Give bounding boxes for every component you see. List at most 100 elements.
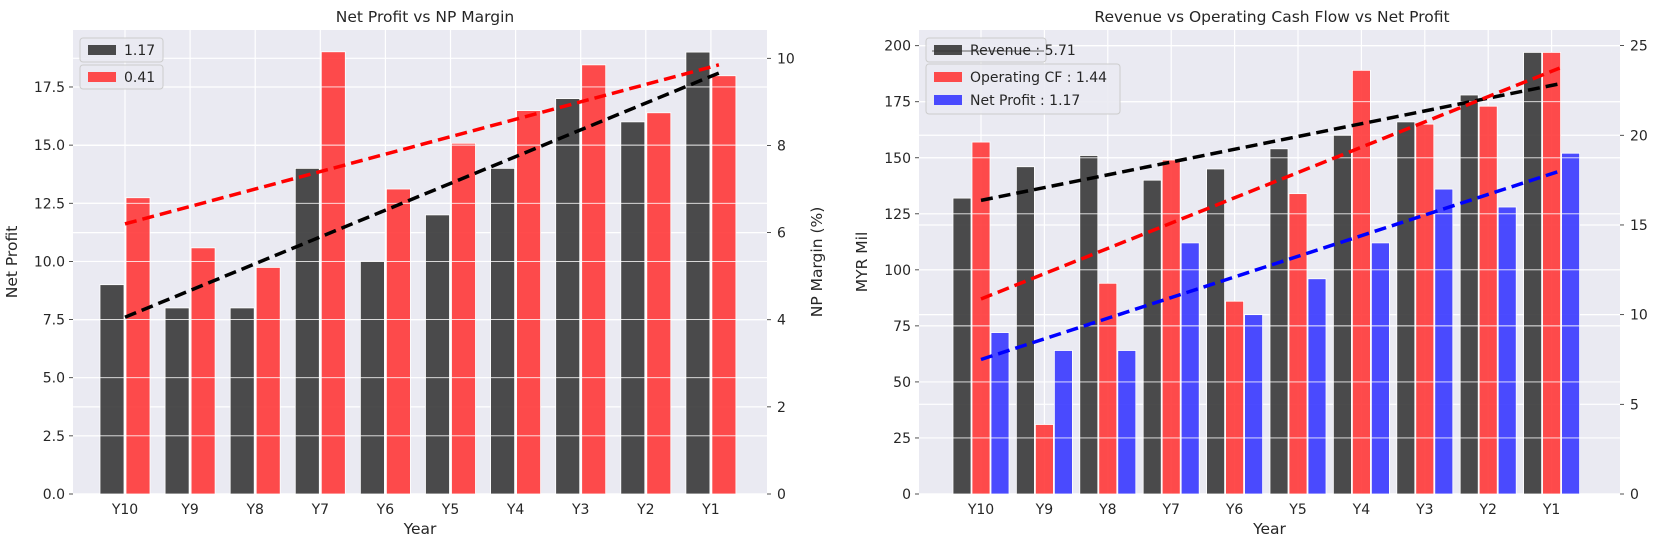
ytick-label: 5.0 [43, 371, 65, 387]
bar-y5-series-3 [1307, 278, 1327, 495]
xtick-label: Y7 [311, 502, 329, 518]
trendline-3 [980, 169, 1561, 362]
bar-y10-series-3 [990, 332, 1010, 495]
ytick-label: 125 [884, 207, 911, 223]
bar-y6-series-2 [385, 188, 411, 495]
bar-y8-series-1 [229, 307, 255, 495]
ytick-right-label: 2 [777, 400, 786, 416]
ytick-right-label: 4 [777, 313, 786, 329]
bar-y10-series-1 [99, 284, 125, 495]
xtick-label: Y6 [1225, 502, 1244, 518]
chart-panel-1: 0.0 2.5 5.0 7.5 10.0 12.5 15.0 17.5 0 2 4 6 8 10 Y10 Y9… [3, 8, 826, 538]
xtick-label: Y2 [636, 502, 654, 518]
xtick-label: Y8 [245, 502, 263, 518]
ytick-label: 10.0 [34, 254, 65, 270]
trendline-2 [980, 66, 1561, 301]
x-axis-label: Year [403, 520, 437, 538]
legend-swatch [934, 45, 962, 55]
bar-y5-series-2 [451, 142, 476, 495]
ytick-label: 25 [893, 431, 911, 447]
y-axis-label-right: NP Margin (%) [808, 207, 826, 318]
xtick-label: Y4 [1352, 502, 1371, 518]
bar-y5-series-1 [425, 214, 450, 495]
bar-y4-series-2 [1352, 69, 1371, 495]
bar-y3-series-1 [1396, 121, 1416, 495]
legend-label: 1.17 [124, 43, 155, 59]
trendline-1 [980, 82, 1560, 203]
xtick-label: Y9 [1035, 502, 1053, 518]
chart-title: Net Profit vs NP Margin [336, 8, 514, 26]
ytick-label: 50 [893, 375, 911, 391]
bar-y10-series-2 [971, 141, 991, 495]
bar-y3-series-2 [581, 64, 607, 495]
bar-y1-series-2 [711, 75, 737, 495]
ytick-label: 100 [884, 263, 911, 279]
ytick-label: 0.0 [43, 487, 65, 503]
ytick-right-label: 5 [1630, 397, 1639, 413]
bar-y1-series-1 [1523, 52, 1542, 495]
bar-y10-series-2 [125, 197, 151, 495]
chart-panel-2: 0 25 50 75 100 125 150 175 200 0 5 10 15 20 25 Y10 Y9 Y8 Y… [853, 8, 1648, 538]
legend-swatch [934, 95, 962, 105]
ytick-label: 2.5 [43, 429, 65, 445]
bar-y9-series-2 [1035, 424, 1054, 495]
bar-y8-series-2 [1098, 282, 1118, 495]
xtick-label: Y7 [1161, 502, 1179, 518]
bar-y7-series-1 [294, 167, 320, 495]
bar-y6-series-2 [1225, 300, 1244, 495]
bar-y7-series-3 [1180, 242, 1200, 495]
legend-label: Net Profit : 1.17 [970, 93, 1080, 109]
legend: 1.17 0.41 [79, 37, 164, 90]
ytick-label: 7.5 [43, 313, 65, 329]
legend-box [79, 37, 164, 63]
ytick-label: 150 [884, 151, 911, 167]
xtick-label: Y6 [376, 502, 395, 518]
bar-y2-series-2 [1478, 105, 1498, 495]
bar-y7-series-2 [320, 51, 346, 495]
y-axis-label: MYR Mil [853, 232, 871, 293]
xtick-label: Y4 [506, 502, 525, 518]
bar-y9-series-1 [1016, 166, 1035, 495]
ytick-label: 175 [884, 95, 911, 111]
ytick-label: 0 [902, 487, 911, 503]
ytick-right-label: 0 [1630, 487, 1639, 503]
xtick-label: Y1 [1542, 502, 1560, 518]
bar-y4-series-1 [490, 167, 516, 495]
bar-y6-series-3 [1244, 314, 1263, 495]
legend-swatch [934, 72, 962, 82]
legend-label: Operating CF : 1.44 [970, 70, 1107, 86]
bar-y4-series-3 [1371, 242, 1390, 495]
legend-box [79, 64, 164, 90]
xtick-label: Y8 [1098, 502, 1116, 518]
bar-y8-series-3 [1117, 350, 1137, 495]
ytick-label: 75 [893, 319, 911, 335]
bar-y9-series-2 [190, 247, 216, 495]
xtick-label: Y3 [571, 502, 589, 518]
ytick-right-label: 8 [777, 138, 786, 154]
xtick-label: Y5 [441, 502, 459, 518]
bar-y1-series-2 [1542, 52, 1561, 495]
bar-y2-series-1 [620, 121, 646, 495]
bar-y2-series-1 [1459, 94, 1479, 495]
bar-y3-series-3 [1434, 188, 1454, 495]
bar-y2-series-3 [1497, 206, 1517, 495]
ytick-right-label: 6 [777, 226, 786, 242]
ytick-right-label: 25 [1630, 39, 1648, 55]
xtick-label: Y10 [111, 502, 138, 518]
chart-title: Revenue vs Operating Cash Flow vs Net Pr… [1094, 8, 1449, 26]
bar-y5-series-1 [1269, 148, 1289, 495]
bar-y6-series-1 [1206, 168, 1225, 495]
bar-y3-series-2 [1415, 123, 1435, 495]
legend-box [925, 37, 1047, 63]
bar-y8-series-2 [255, 267, 281, 495]
trendline-2 [124, 63, 720, 226]
x-axis-label: Year [1252, 520, 1286, 538]
legend-swatch [88, 45, 116, 55]
ytick-right-label: 0 [777, 487, 786, 503]
y-axis-label: Net Profit [3, 226, 21, 299]
ytick-label: 17.5 [34, 80, 65, 96]
bar-y5-series-2 [1288, 193, 1308, 495]
xtick-label: Y1 [701, 502, 719, 518]
xtick-label: Y2 [1478, 502, 1496, 518]
